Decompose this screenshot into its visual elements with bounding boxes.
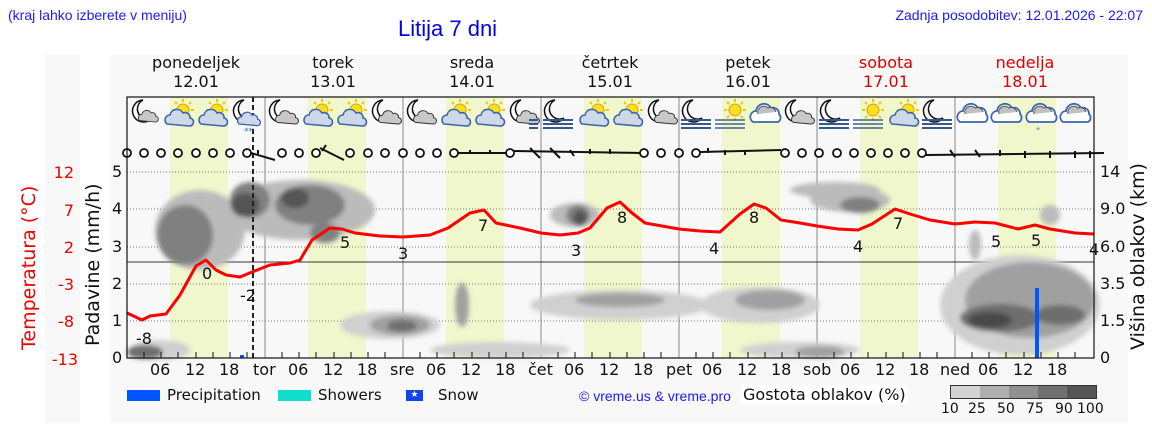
temp-labels: -8 0 -2 5 3 7 3 8 4 8 4 7 5 5 4 (136, 208, 1099, 348)
precip-tick: 5 (112, 162, 123, 181)
x-tick: 06 (426, 360, 447, 379)
day-header: četrtek 15.01 (581, 53, 639, 91)
x-tick: 12 (185, 360, 206, 379)
precip-bar (1035, 288, 1039, 358)
svg-text:8: 8 (749, 208, 759, 227)
cloud-density-tick: 50 (997, 401, 1015, 417)
cloud-height-tick: 6.0 (1100, 237, 1126, 256)
cloud-density-tick: 90 (1055, 401, 1073, 417)
x-tick: 12 (1013, 360, 1034, 379)
location-hint-link[interactable]: (kraj lahko izberete v meniju) (8, 7, 187, 23)
x-tick: 12 (875, 360, 896, 379)
precip-tick: 0 (112, 348, 123, 367)
svg-text:-2: -2 (240, 286, 256, 305)
x-tick: 18 (495, 360, 516, 379)
temp-tick: 7 (63, 201, 74, 220)
x-tick: 12 (461, 360, 482, 379)
x-tick: 06 (564, 360, 585, 379)
day-header-weekend: sobota 17.01 (858, 53, 914, 91)
svg-text:0: 0 (202, 264, 212, 283)
x-tick: 18 (909, 360, 930, 379)
x-tick: 12 (599, 360, 620, 379)
wind-row (122, 144, 1105, 161)
temp-tick: -8 (58, 312, 74, 331)
showers-legend-swatch (278, 390, 311, 401)
weather-icons-row: ** " (131, 98, 1092, 137)
cloud-density-tick: 25 (968, 401, 986, 417)
x-tick: 06 (840, 360, 861, 379)
day-header: torek 13.01 (310, 53, 356, 91)
x-day-tick: sre (390, 360, 415, 379)
x-tick: 18 (771, 360, 792, 379)
svg-text:3: 3 (571, 241, 581, 260)
page-title: Litija 7 dni (398, 16, 498, 41)
precip-bar (240, 355, 244, 358)
cloud-density-tick: 75 (1026, 401, 1044, 417)
svg-text:7: 7 (893, 214, 903, 233)
day-header: sreda 14.01 (449, 53, 495, 91)
snow-star-icon: ★ (406, 390, 423, 401)
x-tick: 18 (633, 360, 654, 379)
last-update-text: Zadnja posodobitev: 12.01.2026 - 22:07 (895, 7, 1143, 23)
day-header: petek 16.01 (725, 53, 771, 91)
svg-text:**: ** (244, 127, 254, 137)
cloud-density-tick: 10 (941, 401, 959, 417)
x-day-tick: tor (253, 360, 276, 379)
svg-text:8: 8 (617, 208, 627, 227)
x-tick: 06 (288, 360, 309, 379)
x-day-tick: ned (940, 360, 971, 379)
temp-tick: -13 (51, 350, 78, 369)
cloud-height-tick: 1.5 (1100, 311, 1126, 330)
temp-tick: 12 (53, 163, 74, 182)
svg-text:4: 4 (853, 237, 863, 256)
precipitation-legend-label: Precipitation (167, 386, 261, 404)
temperature-axis-panel (45, 55, 80, 423)
x-tick: 06 (702, 360, 723, 379)
temp-tick: -3 (58, 275, 74, 294)
x-tick: 12 (323, 360, 344, 379)
svg-text:5: 5 (1031, 231, 1041, 250)
precip-tick: 2 (112, 274, 123, 293)
x-day-tick: sob (803, 360, 832, 379)
day-header-weekend: nedelja 18.01 (995, 53, 1055, 91)
x-tick: 06 (150, 360, 171, 379)
x-day-tick: pet (666, 360, 693, 379)
x-tick: 12 (737, 360, 758, 379)
svg-text:4: 4 (709, 239, 719, 258)
temp-tick: 2 (63, 238, 74, 257)
svg-text:5: 5 (340, 233, 350, 252)
precip-tick: 1 (112, 311, 123, 330)
copyright-link[interactable]: © vreme.us & vreme.pro (579, 388, 731, 404)
cloud-height-tick: 14 (1100, 162, 1121, 181)
temperature-line (126, 200, 1095, 322)
precip-tick: 3 (112, 237, 123, 256)
svg-text:5: 5 (991, 232, 1001, 251)
svg-text:3: 3 (398, 244, 408, 263)
svg-text:-8: -8 (136, 329, 152, 348)
x-day-tick: čet (528, 360, 553, 379)
svg-text:7: 7 (478, 216, 488, 235)
cloud-density-colorbar (950, 385, 1097, 399)
cloud-density-tick: 100 (1077, 401, 1104, 417)
showers-legend-label: Showers (318, 386, 382, 404)
cloud-height-tick: 3.5 (1100, 274, 1126, 293)
precipitation-legend-swatch (127, 390, 160, 401)
cloud-density-label: Gostota oblakov (%) (741, 385, 908, 404)
cloud-height-tick: 9.0 (1100, 199, 1126, 218)
snow-legend-label: Snow (438, 386, 479, 404)
svg-text:": " (1036, 127, 1040, 137)
x-tick: 18 (357, 360, 378, 379)
x-tick: 18 (219, 360, 240, 379)
x-tick: 06 (978, 360, 999, 379)
precip-tick: 4 (112, 199, 123, 218)
x-tick: 18 (1047, 360, 1068, 379)
cloud-height-tick: 0 (1100, 348, 1111, 367)
day-header: ponedeljek 12.01 (152, 53, 240, 91)
